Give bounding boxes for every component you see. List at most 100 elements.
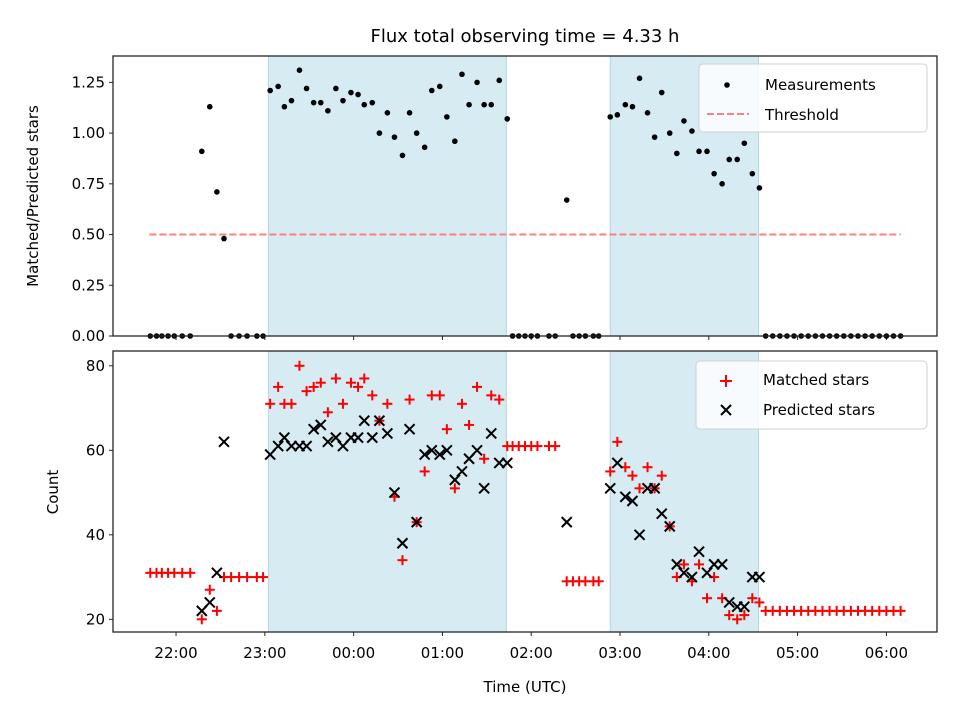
measurement-point xyxy=(734,156,741,163)
measurement-point xyxy=(741,140,748,147)
matched-star-point xyxy=(494,394,505,405)
matched-star-point xyxy=(359,373,370,384)
measurement-point xyxy=(325,107,331,114)
predicted-star-point xyxy=(471,444,483,457)
measurement-point xyxy=(651,134,658,140)
measurement-point xyxy=(607,114,614,120)
measurement-point xyxy=(221,235,227,242)
predicted-star-point xyxy=(648,482,661,495)
predicted-star-point xyxy=(693,546,705,558)
measurement-point xyxy=(474,79,480,86)
y-tick-label: 0.50 xyxy=(72,226,105,244)
predicted-star-point xyxy=(358,415,370,427)
matched-star-point xyxy=(550,441,561,452)
y-tick-label: 80 xyxy=(86,357,105,375)
matched-star-point xyxy=(486,390,497,401)
x-tick-label: 05:00 xyxy=(776,644,819,662)
predicted-star-point xyxy=(753,571,766,583)
measurement-point xyxy=(384,110,391,116)
bottom-axes-ticks: 20 40 60 80 22:00 23:00 00:00 01:00 02:00 03:00 04… xyxy=(86,357,908,662)
predicted-star-point xyxy=(315,419,327,431)
measurement-point xyxy=(681,118,687,124)
matched-star-point xyxy=(367,390,378,401)
measurement-point xyxy=(452,138,458,145)
matched-star-point xyxy=(330,373,341,384)
measurement-point xyxy=(340,97,346,104)
matched-star-point xyxy=(382,398,393,409)
chart-title: Flux total observing time = 4.33 h xyxy=(371,26,680,47)
measurement-point xyxy=(369,99,376,106)
matched-star-point xyxy=(724,610,735,621)
x-tick-label: 04:00 xyxy=(687,644,730,662)
predicted-star-point xyxy=(434,448,446,461)
predicted-star-point xyxy=(561,516,573,528)
predicted-star-point xyxy=(352,431,364,444)
measurement-point xyxy=(658,89,665,96)
observing-window-1 xyxy=(267,55,507,337)
legend-predicted-label: Predicted stars xyxy=(763,401,875,419)
top-y-axis-label: Matched/Predicted stars xyxy=(24,105,42,287)
matched-star-point xyxy=(747,593,758,604)
matched-star-point xyxy=(472,381,483,392)
y-tick-label: 1.25 xyxy=(72,73,105,91)
matched-star-point xyxy=(532,441,543,452)
measurement-point xyxy=(355,91,361,98)
predicted-star-point xyxy=(633,529,646,541)
matched-star-point xyxy=(315,377,326,388)
matched-star-point xyxy=(196,614,207,625)
top-legend: Measurements Threshold xyxy=(698,63,928,133)
measurement-point xyxy=(296,67,303,74)
legend-measurements-label: Measurements xyxy=(765,76,876,94)
matched-star-point xyxy=(694,559,705,570)
x-tick-label: 06:00 xyxy=(865,644,908,662)
measurement-point xyxy=(756,185,763,191)
measurement-point xyxy=(317,99,324,106)
measurement-point xyxy=(481,101,487,108)
matched-star-point xyxy=(449,483,460,494)
measurement-point xyxy=(719,181,725,187)
legend-threshold-label: Threshold xyxy=(764,106,839,124)
matched-star-point xyxy=(441,424,452,435)
predicted-star-point xyxy=(381,427,394,440)
measurement-point xyxy=(288,97,295,104)
matched-star-point xyxy=(593,576,604,587)
matched-star-point xyxy=(404,394,415,405)
predicted-star-point xyxy=(307,423,320,435)
measurement-point xyxy=(689,128,695,134)
matched-star-point xyxy=(464,419,475,430)
predicted-star-point xyxy=(366,431,378,444)
matched-star-point xyxy=(185,567,196,578)
observing-windows xyxy=(267,55,760,337)
matched-star-point xyxy=(322,407,333,418)
measurement-point xyxy=(466,101,472,108)
matched-star-point xyxy=(678,559,689,570)
predicted-star-point xyxy=(723,596,735,609)
measurement-point xyxy=(214,189,220,195)
predicted-star-point xyxy=(418,448,431,461)
measurement-point xyxy=(496,77,503,84)
matched-star-point xyxy=(294,360,305,371)
predicted-star-point xyxy=(656,507,668,520)
matched-star-point xyxy=(353,381,364,392)
bottom-legend: Matched stars Predicted stars xyxy=(695,360,928,430)
matched-star-point xyxy=(479,453,490,464)
matched-star-point xyxy=(301,386,312,397)
predicted-star-point xyxy=(626,495,639,507)
measurement-point xyxy=(504,116,511,122)
y-tick-label: 20 xyxy=(86,610,105,628)
predicted-star-point xyxy=(686,571,698,583)
predicted-star-point xyxy=(373,415,386,427)
predicted-star-point xyxy=(664,520,676,533)
matched-star-point xyxy=(895,605,906,616)
measurement-point xyxy=(666,130,673,136)
matched-star-point xyxy=(258,572,269,583)
matched-star-point xyxy=(397,555,408,566)
measurement-point xyxy=(444,114,450,120)
legend-matched-marker xyxy=(720,375,732,387)
y-tick-label: 1.00 xyxy=(72,124,105,142)
measurement-point xyxy=(198,148,205,155)
measurement-point xyxy=(704,148,710,155)
matched-star-point xyxy=(265,398,276,409)
measurement-point xyxy=(206,103,213,110)
